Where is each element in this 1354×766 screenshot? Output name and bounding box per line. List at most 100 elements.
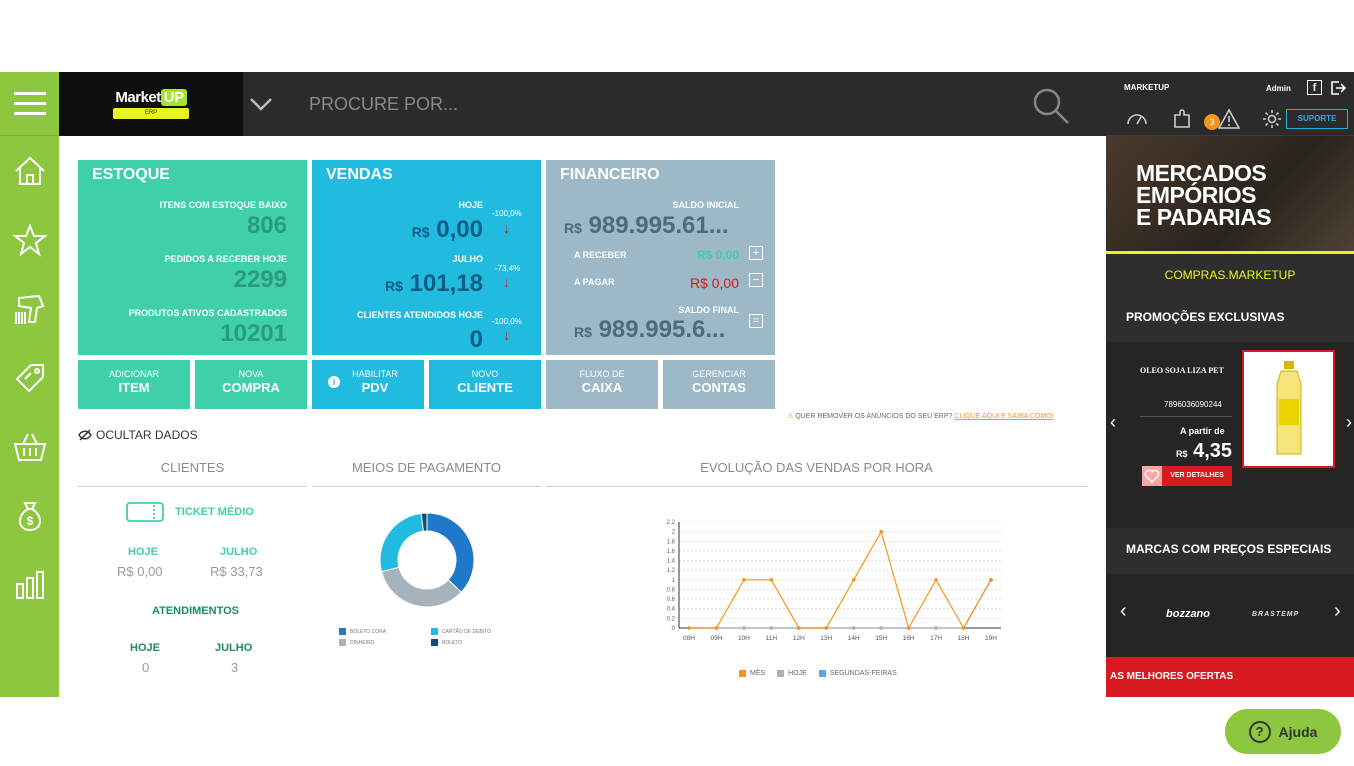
final-balance-value[interactable]: R$ 989.995.6... — [574, 316, 726, 343]
home-icon[interactable] — [0, 136, 59, 205]
data-point[interactable] — [714, 626, 719, 630]
attendances-label: ATENDIMENTOS — [152, 605, 239, 617]
finance-title: FINANCEIRO — [560, 166, 660, 183]
receivable-value[interactable]: R$ 0,00 — [696, 248, 739, 262]
data-point[interactable] — [851, 626, 856, 630]
cash-flow-button[interactable]: FLUXO DE CAIXA — [546, 360, 658, 409]
data-point[interactable] — [687, 626, 691, 630]
products-value[interactable]: 10201 — [220, 320, 287, 347]
gear-icon[interactable] — [1261, 108, 1283, 130]
basket-icon[interactable] — [0, 412, 59, 481]
price-tag-icon[interactable] — [0, 343, 59, 412]
legend-item[interactable]: CARTÃO DE DÉBITO — [431, 628, 491, 635]
puzzle-icon[interactable] — [1172, 108, 1194, 130]
remove-ads-link[interactable]: CLIQUE AQUI E SAIBA COMO! — [954, 413, 1054, 420]
sales-month-value[interactable]: R$ 101,18 — [385, 270, 483, 297]
chevron-down-icon[interactable] — [249, 92, 273, 116]
legend-item[interactable]: MÊS — [739, 667, 765, 679]
y-tick-label: 1 — [672, 578, 676, 584]
down-arrow-icon: ↓ — [503, 327, 510, 343]
legend-item[interactable]: DINHEIRO — [339, 639, 374, 646]
orders-value[interactable]: 2299 — [233, 266, 287, 293]
legend-item[interactable]: BOLETO CORA — [339, 628, 386, 635]
legend-item[interactable]: SEGUNDAS-FEIRAS — [818, 667, 897, 679]
barcode-scanner-icon[interactable] — [0, 274, 59, 343]
menu-toggle-button[interactable] — [0, 72, 59, 136]
donut-slice-2[interactable] — [379, 512, 424, 573]
data-point[interactable] — [934, 578, 938, 582]
data-point[interactable] — [989, 578, 993, 582]
stock-card: ESTOQUE ITENS COM ESTOQUE BAIXO 806 PEDI… — [78, 160, 307, 355]
data-point[interactable] — [824, 626, 829, 630]
search-icon[interactable] — [1031, 86, 1071, 126]
donut-slice-1[interactable] — [380, 566, 462, 608]
legend-label: MÊS — [750, 669, 766, 677]
clients-served-value[interactable]: 0 — [469, 326, 483, 353]
legend-label: HOJE — [788, 669, 807, 677]
data-point[interactable] — [769, 578, 774, 582]
donut-slice-0[interactable] — [426, 512, 475, 593]
user-name[interactable]: Admin — [1266, 84, 1291, 93]
marketup-logo[interactable]: Market UP ERP — [59, 72, 243, 136]
enable-pdv-button[interactable]: i HABILITAR PDV — [312, 360, 424, 409]
legend-item[interactable]: BOLETO — [431, 639, 462, 646]
data-point[interactable] — [797, 626, 801, 630]
brands-next-icon[interactable]: › — [1334, 600, 1341, 622]
data-point[interactable] — [851, 578, 856, 582]
manage-accounts-button[interactable]: GERENCIAR CONTAS — [663, 360, 775, 409]
info-icon: i — [328, 376, 340, 388]
eye-slash-icon — [78, 429, 92, 441]
add-item-button[interactable]: ADICIONAR ITEM — [78, 360, 190, 409]
data-point[interactable] — [879, 529, 883, 534]
favorite-heart-icon[interactable] — [1142, 466, 1162, 486]
y-tick-label: 1.2 — [667, 568, 676, 574]
low-stock-label: ITENS COM ESTOQUE BAIXO — [159, 200, 287, 210]
payable-value[interactable]: R$ 0,00 — [689, 275, 739, 291]
legend-label: SEGUNDAS-FEIRAS — [829, 669, 897, 677]
hourly-sales-line-chart[interactable]: 0 0.2 0.4 0.6 0.8 1 1.2 1.4 1.6 1.8 2 2.2 08H 09H 10H 1… — [639, 514, 1009, 660]
promo-banner[interactable]: MERCADOS EMPÓRIOS E PADARIAS — [1106, 136, 1354, 254]
data-point[interactable] — [769, 626, 774, 630]
data-point[interactable] — [879, 626, 883, 630]
shop-link[interactable]: COMPRAS.MARKETUP — [1164, 268, 1296, 282]
star-icon[interactable] — [0, 205, 59, 274]
product-name: OLEO SOJA LIZA PET — [1140, 366, 1224, 375]
support-button[interactable]: SUPORTE — [1286, 109, 1348, 129]
search-input[interactable] — [299, 86, 999, 122]
initial-balance-value[interactable]: R$ 989.995.61... — [564, 212, 729, 239]
hide-data-toggle[interactable]: OCULTAR DADOS — [78, 428, 198, 442]
sales-today-value[interactable]: R$ 0,00 — [411, 216, 483, 243]
data-point[interactable] — [934, 626, 938, 630]
data-point[interactable] — [961, 626, 966, 630]
legend-swatch — [339, 628, 346, 635]
carousel-next-icon[interactable]: › — [1346, 412, 1352, 432]
new-client-button[interactable]: NOVO CLIENTE — [429, 360, 541, 409]
donut-slice-3[interactable] — [420, 512, 428, 532]
product-image[interactable] — [1242, 350, 1335, 468]
data-point[interactable] — [742, 578, 746, 582]
reports-chart-icon[interactable] — [0, 550, 59, 619]
money-bag-icon[interactable]: $ — [0, 481, 59, 550]
dashboard-gauge-icon[interactable] — [1126, 108, 1148, 130]
data-point[interactable] — [906, 626, 911, 630]
new-purchase-button[interactable]: NOVA COMPRA — [195, 360, 307, 409]
logout-icon[interactable] — [1330, 80, 1346, 96]
low-stock-value[interactable]: 806 — [246, 212, 287, 239]
best-offers-bar[interactable]: AS MELHORES OFERTAS — [1106, 657, 1354, 697]
brands-prev-icon[interactable]: ‹ — [1120, 600, 1127, 622]
x-tick-label: 17H — [930, 635, 942, 642]
legend-item[interactable]: HOJE — [777, 667, 807, 679]
notification-badge[interactable]: 3 — [1204, 114, 1220, 130]
carousel-prev-icon[interactable]: ‹ — [1110, 412, 1116, 432]
view-details-button[interactable]: VER DETALHES — [1162, 466, 1232, 486]
right-panel: MARKETUP Admin f 3 SUPORTE MERCADOS EMPÓ… — [1106, 72, 1354, 697]
legend-swatch — [339, 639, 346, 646]
facebook-icon[interactable]: f — [1307, 80, 1322, 95]
brand-logo-brastemp[interactable]: BRASTEMP — [1252, 611, 1300, 618]
warning-icon[interactable] — [1218, 108, 1240, 130]
data-point[interactable] — [742, 626, 746, 630]
help-button[interactable]: ? Ajuda — [1225, 709, 1341, 754]
brand-logo-bozzano[interactable]: bozzano — [1166, 608, 1210, 620]
payable-label: A PAGAR — [574, 277, 615, 287]
payments-donut-chart[interactable] — [375, 508, 479, 612]
